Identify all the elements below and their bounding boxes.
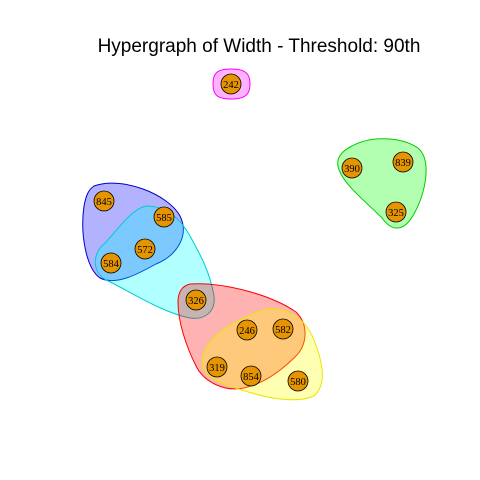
node-label: 390 (344, 164, 360, 175)
node-layer: 242 390 839 325 845 585 572 584 326 246 … (93, 73, 414, 392)
node-325[interactable]: 325 (385, 201, 407, 223)
node-242[interactable]: 242 (220, 73, 242, 95)
node-label: 326 (188, 296, 204, 307)
node-label: 582 (275, 325, 291, 336)
node-390[interactable]: 390 (341, 157, 363, 179)
node-label: 845 (96, 197, 112, 208)
node-label: 839 (395, 158, 411, 169)
node-label: 580 (290, 377, 306, 388)
chart-title: Hypergraph of Width - Threshold: 90th (98, 36, 421, 57)
node-582[interactable]: 582 (272, 318, 294, 340)
node-854[interactable]: 854 (240, 365, 262, 387)
node-319[interactable]: 319 (206, 356, 228, 378)
node-580[interactable]: 580 (287, 370, 309, 392)
node-label: 584 (103, 259, 120, 270)
node-584[interactable]: 584 (100, 252, 122, 274)
node-label: 854 (243, 372, 260, 383)
node-label: 325 (388, 208, 404, 219)
node-839[interactable]: 839 (392, 151, 414, 173)
node-845[interactable]: 845 (93, 190, 115, 212)
node-585[interactable]: 585 (153, 206, 175, 228)
node-label: 246 (239, 326, 255, 337)
node-label: 585 (156, 213, 172, 224)
hyperedge-cyan (94, 205, 215, 319)
node-246[interactable]: 246 (236, 319, 258, 341)
node-326[interactable]: 326 (185, 289, 207, 311)
hyperedge-layer (82, 68, 427, 401)
hyperedge-green (337, 138, 427, 229)
node-label: 319 (209, 363, 225, 374)
node-label: 242 (223, 80, 239, 91)
node-label: 572 (137, 245, 153, 256)
node-572[interactable]: 572 (134, 238, 156, 260)
